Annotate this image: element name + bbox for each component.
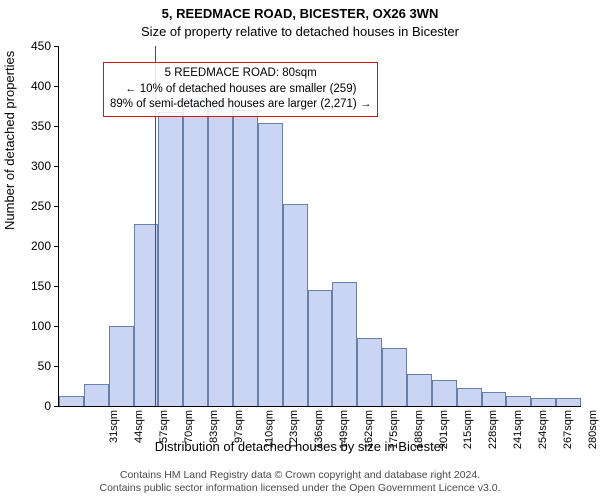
histogram-bar xyxy=(531,398,556,406)
ytick-label: 150 xyxy=(31,279,51,293)
histogram-bar xyxy=(457,388,482,406)
y-axis-label: Number of detached properties xyxy=(2,51,17,230)
chart-title-line2: Size of property relative to detached ho… xyxy=(0,24,600,39)
histogram-bar xyxy=(233,110,258,406)
ytick-label: 100 xyxy=(31,319,51,333)
ytick-label: 400 xyxy=(31,79,51,93)
footer-line2: Contains public sector information licen… xyxy=(0,482,600,496)
histogram-bar xyxy=(308,290,333,406)
histogram-bar xyxy=(283,204,308,406)
histogram-bar xyxy=(183,98,208,406)
ytick-mark xyxy=(54,206,59,207)
histogram-bar xyxy=(506,396,531,406)
histogram-bar xyxy=(556,398,581,406)
ytick-mark xyxy=(54,46,59,47)
histogram-bar xyxy=(332,282,357,406)
ytick-mark xyxy=(54,286,59,287)
histogram-bar xyxy=(382,348,407,406)
plot-area: 05010015020025030035040045031sqm44sqm57s… xyxy=(58,46,581,407)
ytick-mark xyxy=(54,126,59,127)
histogram-bar xyxy=(482,392,507,406)
histogram-bar xyxy=(84,384,109,406)
histogram-bar xyxy=(357,338,382,406)
histogram-bar xyxy=(158,112,183,406)
ytick-mark xyxy=(54,86,59,87)
ytick-label: 0 xyxy=(44,399,51,413)
ytick-label: 350 xyxy=(31,119,51,133)
annotation-box: 5 REEDMACE ROAD: 80sqm← 10% of detached … xyxy=(103,62,378,117)
annotation-line: 5 REEDMACE ROAD: 80sqm xyxy=(110,66,371,82)
ytick-label: 250 xyxy=(31,199,51,213)
ytick-label: 450 xyxy=(31,39,51,53)
annotation-line: ← 10% of detached houses are smaller (25… xyxy=(110,82,371,98)
histogram-bar xyxy=(208,102,233,406)
ytick-mark xyxy=(54,366,59,367)
histogram-bar xyxy=(407,374,432,406)
footer-attribution: Contains HM Land Registry data © Crown c… xyxy=(0,469,600,496)
annotation-line: 89% of semi-detached houses are larger (… xyxy=(110,97,371,113)
ytick-label: 300 xyxy=(31,159,51,173)
histogram-bar xyxy=(59,396,84,406)
chart-container: 5, REEDMACE ROAD, BICESTER, OX26 3WN Siz… xyxy=(0,0,600,500)
ytick-mark xyxy=(54,166,59,167)
histogram-bar xyxy=(258,123,283,406)
ytick-label: 200 xyxy=(31,239,51,253)
ytick-mark xyxy=(54,406,59,407)
x-axis-label: Distribution of detached houses by size … xyxy=(0,439,600,454)
histogram-bar xyxy=(109,326,134,406)
ytick-mark xyxy=(54,246,59,247)
ytick-mark xyxy=(54,326,59,327)
footer-line1: Contains HM Land Registry data © Crown c… xyxy=(0,469,600,483)
histogram-bar xyxy=(432,380,457,406)
chart-title-line1: 5, REEDMACE ROAD, BICESTER, OX26 3WN xyxy=(0,6,600,21)
ytick-label: 50 xyxy=(38,359,51,373)
